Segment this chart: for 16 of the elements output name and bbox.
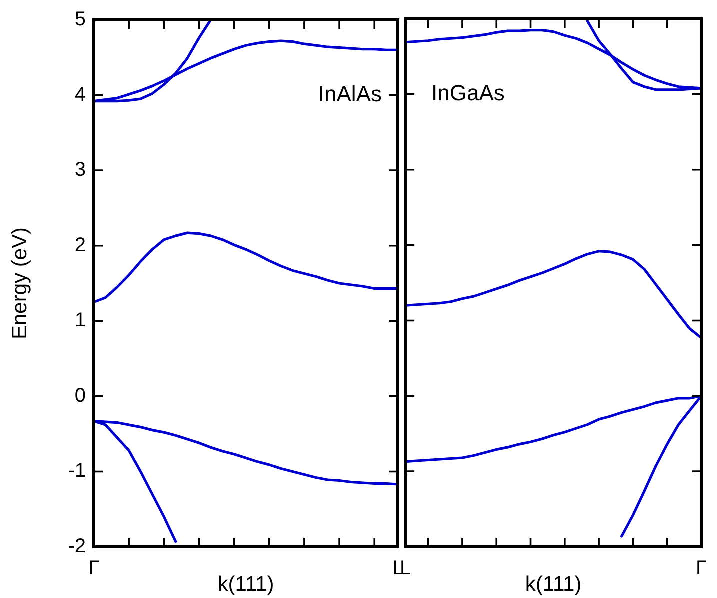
y-tick-label: 0 bbox=[74, 384, 86, 407]
x-axis-title: k(111) bbox=[525, 573, 582, 596]
x-tick-label: Γ bbox=[696, 558, 707, 580]
annotation: InAlAs bbox=[318, 81, 382, 106]
y-tick-label: 5 bbox=[74, 8, 86, 31]
y-tick-label: 3 bbox=[74, 159, 86, 182]
y-tick-label: -1 bbox=[68, 460, 86, 482]
annotation: InGaAs bbox=[432, 80, 505, 106]
y-tick-label: -2 bbox=[68, 536, 86, 558]
y-tick-label: 4 bbox=[74, 84, 86, 106]
x-tick-label: L bbox=[400, 558, 412, 580]
y-tick-label: 1 bbox=[74, 310, 86, 332]
x-tick-label: Γ bbox=[88, 558, 100, 580]
y-axis-title: Energy (eV) bbox=[8, 227, 32, 340]
y-tick-label: 2 bbox=[74, 234, 86, 256]
x-axis-title: k(111) bbox=[218, 573, 274, 596]
